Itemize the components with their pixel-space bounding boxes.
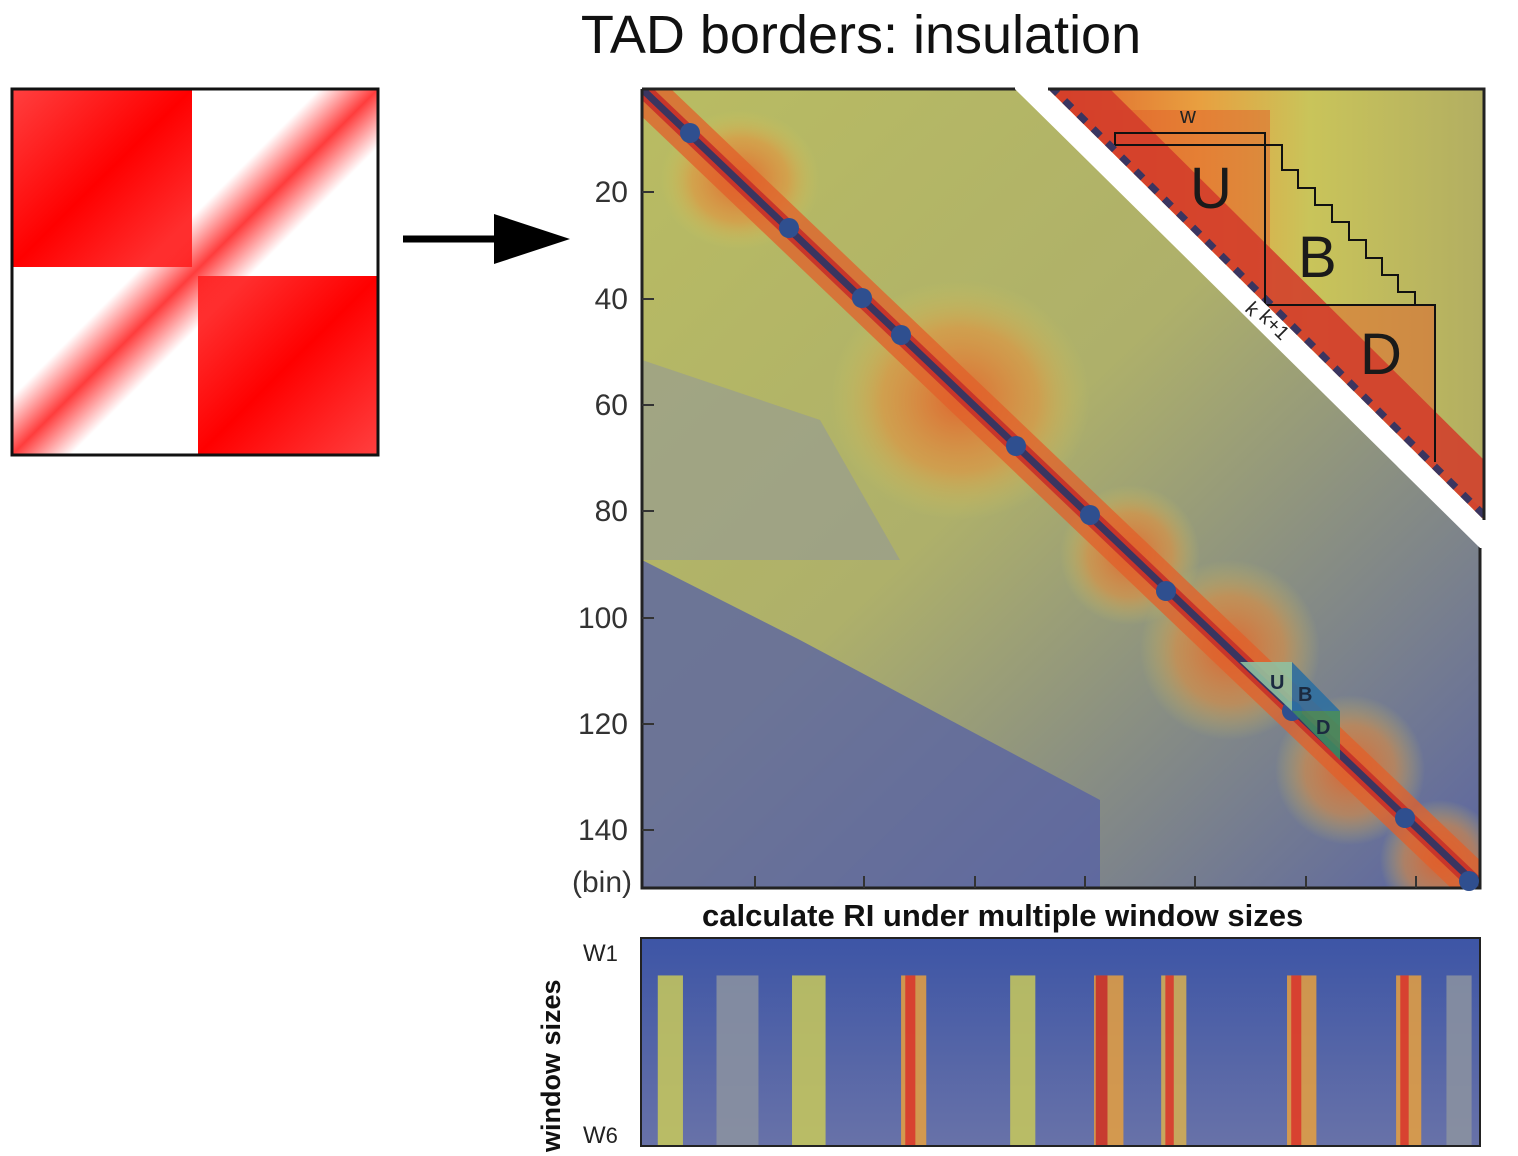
boundary-dot [852, 288, 872, 308]
ri-stripe [1161, 975, 1187, 1146]
y-tick-label: 40 [594, 283, 628, 316]
boundary-dot [891, 325, 911, 345]
ri-stripe [1165, 975, 1174, 1146]
ri-stripe [1291, 975, 1302, 1146]
ri-stripe [792, 975, 826, 1146]
ri-stripe [1400, 975, 1409, 1146]
ri-heatmap-title: calculate RI under multiple window sizes [702, 898, 1304, 933]
arrow-right-icon [403, 214, 570, 264]
inset-u-label: U [1190, 156, 1232, 221]
y-axis-unit: (bin) [571, 866, 632, 899]
boundary-dot [1156, 581, 1176, 601]
marker-u-region [1240, 662, 1292, 711]
w6-letter: W [583, 1122, 606, 1149]
ri-stripe [1095, 975, 1108, 1146]
marker-d-region [1292, 711, 1340, 760]
y-tick-label: 80 [594, 495, 628, 528]
inset-d-label: D [1360, 322, 1402, 387]
marker-b-region [1292, 662, 1340, 711]
w6-subscript: 6 [605, 1123, 618, 1148]
boundary-dot [1459, 871, 1479, 891]
figure-title: TAD borders: insulation [580, 5, 1142, 65]
y-tick-label: 140 [577, 814, 628, 847]
ri-stripe [905, 975, 916, 1146]
y-tick-label: 60 [594, 389, 628, 422]
y-tick-label: 20 [594, 176, 628, 209]
inset-b-label: B [1298, 225, 1337, 290]
matrix-axis-ticks [642, 191, 1417, 888]
boundary-dot [680, 123, 700, 143]
ri-stripe [1446, 975, 1472, 1146]
ri-stripe [716, 975, 759, 1146]
window-w6-label: W6 [583, 1122, 618, 1150]
boundary-dot [779, 218, 799, 238]
window-w1-label: W1 [583, 940, 618, 968]
marker-b-label: B [1298, 684, 1312, 706]
marker-d-label: D [1316, 717, 1330, 739]
marker-u-label: U [1270, 672, 1284, 694]
ri-window-heatmap [640, 937, 1481, 1147]
schematic-diagonal [12, 89, 378, 455]
ri-stripe [657, 975, 683, 1146]
boundary-dot [1080, 505, 1100, 525]
boundary-dot [1006, 436, 1026, 456]
y-tick-label: 120 [577, 708, 628, 741]
w1-subscript: 1 [605, 941, 618, 966]
w1-letter: W [583, 940, 606, 967]
boundary-dot [1395, 808, 1415, 828]
ri-stripe [1010, 975, 1036, 1146]
y-tick-label: 100 [577, 602, 628, 635]
window-sizes-label: window sizes [536, 979, 566, 1152]
ubd-boundary-marker: U B D [1240, 662, 1340, 760]
schematic-matrix [10, 87, 380, 457]
inset-w-label: w [1179, 103, 1196, 128]
